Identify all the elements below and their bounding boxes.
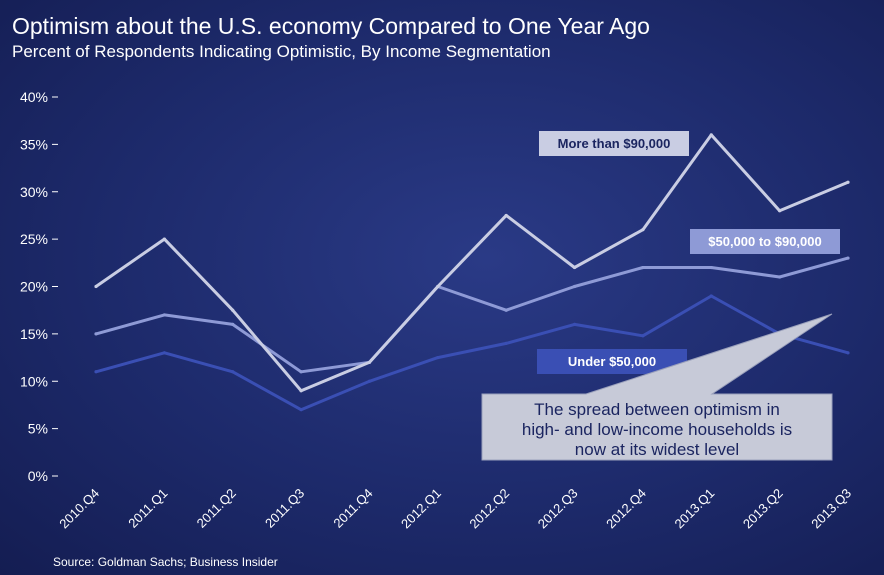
series-2-point — [231, 370, 235, 374]
x-tick-label: 2011.Q3 — [262, 486, 307, 531]
series-2-point — [162, 351, 166, 355]
x-tick-label: 2011.Q2 — [194, 486, 239, 531]
x-tick-label: 2012.Q2 — [466, 486, 512, 532]
series-0-point — [778, 209, 782, 213]
series-2-point — [641, 334, 645, 338]
y-tick-label: 15% — [20, 326, 48, 342]
y-tick-label: 35% — [20, 136, 48, 152]
series-2-point — [709, 294, 713, 298]
series-0-point — [504, 213, 508, 218]
series-label-0: More than $90,000 — [558, 136, 671, 151]
x-tick-label: 2013.Q3 — [808, 486, 854, 532]
series-1-point — [572, 284, 577, 289]
x-tick-label: 2010.Q4 — [56, 486, 102, 532]
x-tick-label: 2012.Q3 — [535, 486, 581, 532]
y-axis: 0% 5% 10% 15% 20% 25% 30% 35% 40% — [20, 89, 58, 484]
series-0-point — [846, 180, 850, 184]
y-tick-label: 30% — [20, 184, 48, 200]
y-tick-label: 5% — [28, 421, 48, 437]
series-0-point — [641, 228, 645, 232]
y-tick-label: 0% — [28, 468, 48, 484]
chart-title: Optimism about the U.S. economy Compared… — [12, 13, 650, 39]
series-label-2: Under $50,000 — [568, 354, 656, 369]
series-1-point — [778, 275, 782, 279]
x-tick-label: 2013.Q1 — [672, 486, 718, 532]
series-1-point — [162, 313, 166, 317]
series-line-0 — [95, 133, 849, 393]
y-tick-label: 10% — [20, 373, 48, 389]
series-0-point — [94, 284, 98, 289]
annotation-line-2: high- and low-income households is — [522, 420, 792, 439]
series-layer — [94, 133, 850, 412]
series-0-point — [367, 360, 372, 364]
series-0-point — [436, 284, 440, 289]
x-tick-label: 2011.Q1 — [125, 486, 170, 531]
annotation-line-1: The spread between optimism in — [534, 400, 780, 419]
x-tick-label: 2012.Q4 — [603, 486, 649, 532]
series-2-point — [94, 370, 98, 374]
x-tick-label: 2013.Q2 — [740, 486, 786, 532]
series-1-point — [709, 265, 713, 270]
y-tick-label: 40% — [20, 89, 48, 105]
source-note: Source: Goldman Sachs; Business Insider — [53, 555, 278, 569]
x-axis: 2010.Q4 2011.Q1 2011.Q2 2011.Q3 2011.Q4 2012.… — [56, 486, 854, 532]
series-2-point — [367, 379, 372, 383]
series-label-box-0 — [539, 131, 689, 156]
y-tick-label: 20% — [20, 279, 48, 295]
series-1-point — [504, 308, 508, 312]
series-0-point — [572, 265, 577, 270]
series-label-1: $50,000 to $90,000 — [708, 234, 821, 249]
annotation-callout: The spread between optimism in high- and… — [481, 313, 833, 461]
annotation-line-3: now at its widest level — [575, 440, 739, 459]
series-0-point — [162, 237, 166, 241]
x-tick-label: 2011.Q4 — [330, 486, 375, 531]
y-tick-label: 25% — [20, 231, 48, 247]
series-2-point — [572, 322, 577, 326]
series-2-point — [436, 355, 440, 360]
series-1-point — [641, 265, 645, 270]
series-2-point — [846, 351, 850, 355]
series-0-point — [709, 133, 713, 137]
series-1-point — [299, 370, 303, 374]
series-1-point — [94, 332, 98, 336]
series-2-point — [299, 408, 303, 412]
series-line-2 — [95, 294, 849, 412]
series-0-point — [231, 308, 235, 312]
x-tick-label: 2012.Q1 — [398, 486, 444, 532]
series-0-point — [299, 389, 303, 393]
series-label-box-1 — [690, 229, 840, 254]
series-2-point — [504, 341, 508, 345]
series-line-1 — [95, 256, 849, 374]
annotation-box — [481, 313, 833, 461]
series-1-point — [846, 256, 850, 260]
series-1-point — [231, 322, 235, 326]
chart-subtitle: Percent of Respondents Indicating Optimi… — [12, 42, 551, 61]
